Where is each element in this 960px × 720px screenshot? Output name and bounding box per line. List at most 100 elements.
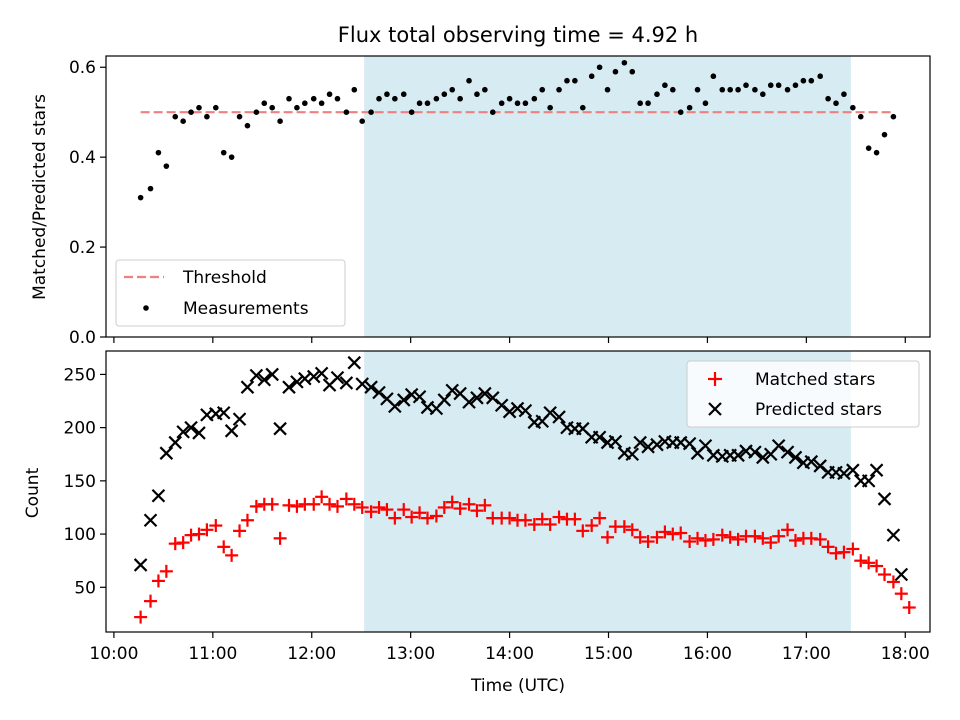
measurement-point (539, 86, 546, 93)
bottom-x-ticks: 10:00 11:00 12:00 13:00 14:00 15:00 16:00 17:00… (89, 632, 930, 664)
measurement-point (531, 95, 538, 102)
matched-star-point (503, 511, 517, 525)
measurement-point (466, 77, 472, 84)
predicted-star-point (306, 369, 321, 384)
matched-star-point (364, 505, 378, 519)
matched-star-point (781, 523, 795, 537)
x-tick-label: 11:00 (188, 644, 237, 664)
measurement-point (155, 149, 162, 156)
matched-star-point (151, 574, 165, 588)
matched-star-point (445, 495, 459, 509)
matched-star-point (772, 529, 786, 543)
measurement-point (596, 64, 603, 71)
matched-star-point (862, 556, 876, 570)
y-tick-label: 0.4 (69, 148, 96, 168)
measurement-point (343, 109, 350, 115)
measurement-point (408, 109, 415, 115)
predicted-star-point (780, 445, 795, 459)
measurement-point (351, 86, 358, 93)
measurement-point (670, 86, 676, 93)
measurement-point (752, 86, 758, 93)
x-tick-label: 12:00 (287, 644, 336, 664)
measurement-point (506, 95, 513, 102)
measurement-point (180, 118, 186, 124)
top-y-axis-label: Matched/Predicted stars (30, 94, 50, 300)
top-panel: 0.0 0.2 0.4 0.6 Matched/Predicted stars Thr… (30, 55, 931, 348)
measurement-point (416, 100, 423, 107)
x-tick-label: 13:00 (386, 644, 435, 664)
predicted-star-point (143, 513, 158, 528)
predicted-star-point (159, 446, 174, 460)
bottom-y-axis-label: Count (23, 467, 43, 518)
matched-star-point (723, 530, 737, 544)
measurement-point (236, 113, 243, 120)
measurement-point (286, 95, 292, 102)
predicted-star-point (731, 448, 745, 463)
matched-star-point (339, 492, 353, 506)
legend-predicted-swatch (708, 402, 722, 416)
measurement-point (213, 104, 219, 111)
matched-star-point (585, 519, 599, 533)
measurement-point (873, 149, 880, 156)
bottom-y-ticks: 50 100 150 200 250 (64, 365, 106, 598)
matched-star-point (470, 504, 484, 518)
measurement-point (735, 86, 741, 93)
measurement-point (522, 100, 529, 107)
bottom-x-axis-label: Time (UTC) (470, 676, 565, 696)
measurement-point (326, 91, 333, 98)
predicted-star-point (592, 430, 607, 444)
measurement-point (433, 95, 440, 102)
matched-star-point (527, 517, 541, 531)
matched-star-point (837, 545, 851, 559)
bottom-axes-frame (105, 350, 931, 633)
matched-star-point (347, 497, 361, 511)
measurement-point (637, 100, 643, 107)
measurement-point (220, 149, 227, 156)
top-measurement-points (137, 59, 897, 201)
matched-star-point (209, 519, 223, 533)
predicted-star-point (748, 445, 762, 459)
measurement-point (792, 82, 799, 89)
predicted-star-point (216, 405, 231, 420)
measurement-point (784, 86, 791, 93)
matched-star-point (764, 536, 778, 550)
predicted-star-point (502, 404, 517, 419)
matched-star-point (593, 511, 607, 525)
x-tick-label: 15:00 (584, 644, 633, 664)
predicted-star-point (543, 405, 557, 420)
measurement-point (392, 95, 398, 102)
matched-star-point (683, 535, 697, 549)
predicted-star-point (168, 435, 183, 450)
matched-star-point (273, 531, 287, 545)
matched-star-point (641, 535, 655, 549)
matched-star-point (902, 601, 916, 615)
predicted-star-point (756, 450, 770, 465)
measurement-point (612, 68, 619, 75)
measurement-point (172, 113, 179, 120)
predicted-star-point (877, 492, 892, 506)
predicted-star-point (445, 383, 459, 398)
bottom-panel: 50 100 150 200 250 10:00 11:00 12:00 13:00 14:00… (23, 350, 931, 696)
y-tick-label: 250 (64, 365, 96, 385)
matched-star-point (453, 502, 467, 516)
legend-matched-label: Matched stars (755, 370, 875, 390)
matched-star-point (355, 500, 369, 514)
measurement-point (163, 163, 170, 169)
predicted-star-point (151, 488, 166, 503)
matched-star-point (478, 498, 492, 512)
matched-star-point (633, 530, 647, 544)
predicted-star-point (364, 380, 378, 394)
matched-star-point (576, 524, 590, 538)
measurement-point (629, 68, 636, 75)
measurement-point (188, 109, 194, 115)
matched-star-point (552, 510, 566, 524)
bottom-legend-box (686, 360, 920, 428)
predicted-star-point (355, 377, 369, 391)
matched-star-point (846, 542, 860, 556)
y-tick-label: 150 (64, 472, 96, 492)
measurement-point (137, 194, 144, 201)
measurement-point (604, 86, 611, 93)
matched-star-point (543, 517, 557, 531)
measurement-point (800, 77, 807, 84)
predicted-star-point (224, 424, 239, 438)
